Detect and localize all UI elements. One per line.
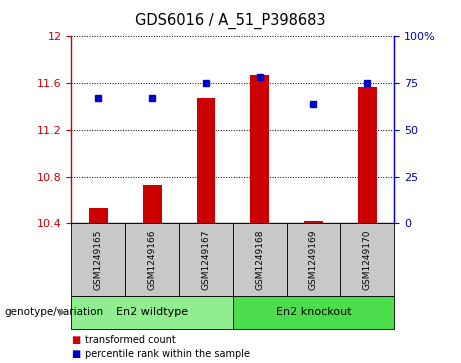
Text: GSM1249166: GSM1249166 <box>148 229 157 290</box>
Bar <box>196 98 215 223</box>
Text: GSM1249165: GSM1249165 <box>94 229 103 290</box>
Text: GSM1249167: GSM1249167 <box>201 229 210 290</box>
Bar <box>143 185 161 223</box>
Text: transformed count: transformed count <box>85 335 176 346</box>
Text: GSM1249170: GSM1249170 <box>363 229 372 290</box>
Text: GSM1249169: GSM1249169 <box>309 229 318 290</box>
Text: En2 wildtype: En2 wildtype <box>116 307 188 317</box>
Text: genotype/variation: genotype/variation <box>5 307 104 317</box>
Text: ■: ■ <box>71 349 81 359</box>
Text: GDS6016 / A_51_P398683: GDS6016 / A_51_P398683 <box>135 13 326 29</box>
Text: percentile rank within the sample: percentile rank within the sample <box>85 349 250 359</box>
Bar <box>304 221 323 223</box>
Bar <box>89 208 108 223</box>
Text: ■: ■ <box>71 335 81 346</box>
Bar <box>250 75 269 223</box>
Text: En2 knockout: En2 knockout <box>276 307 351 317</box>
Text: ▶: ▶ <box>59 307 67 317</box>
Bar <box>358 86 377 223</box>
Text: GSM1249168: GSM1249168 <box>255 229 264 290</box>
